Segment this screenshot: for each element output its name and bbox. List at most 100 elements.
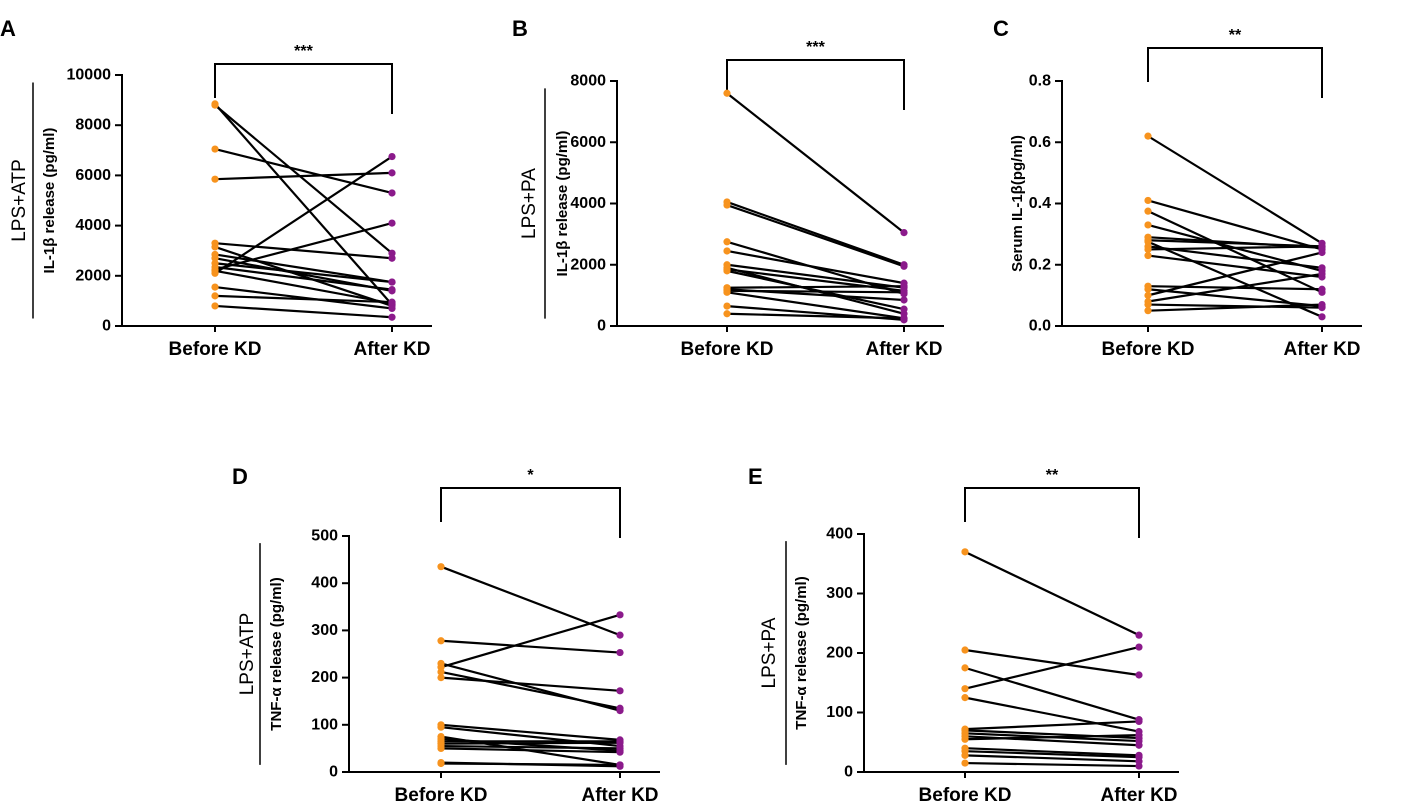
point-before — [1144, 251, 1152, 260]
y-tick-label: 0.2 — [1029, 256, 1051, 273]
panel-b: B 0 2000 4000 6000 8000 Before KD After KD LPS+P… — [512, 16, 944, 360]
point-after — [388, 254, 396, 262]
point-before — [1144, 196, 1152, 205]
y-tick-label: 0.8 — [1029, 73, 1051, 90]
point-after — [388, 286, 396, 294]
significance-bracket — [964, 487, 1140, 538]
point-before — [437, 744, 445, 753]
pair-line — [214, 304, 393, 319]
y-tick-label: 200 — [826, 645, 853, 662]
category-label-after: After KD — [353, 339, 430, 360]
point-after — [616, 704, 624, 712]
y-tick-label: 8000 — [570, 73, 606, 90]
point-after — [1135, 717, 1143, 726]
point-after — [900, 296, 908, 304]
point-before — [437, 637, 445, 645]
point-after — [1318, 313, 1326, 321]
point-after — [1135, 671, 1143, 679]
point-after — [900, 288, 908, 296]
point-after — [616, 687, 624, 695]
point-after — [1318, 300, 1326, 309]
point-after — [1135, 643, 1143, 651]
pair-line — [726, 92, 905, 234]
pair-line — [964, 750, 1140, 759]
pair-line — [1147, 135, 1323, 245]
panel-e: E 0 100 200 300 400 Before KD After KD LPS+PA TNF… — [748, 464, 1179, 804]
pair-line — [964, 720, 1140, 731]
point-before — [211, 100, 219, 108]
y-tick-label: 200 — [311, 669, 338, 686]
pair-line — [964, 761, 1140, 768]
y-tick-label: 8000 — [75, 117, 111, 134]
point-before — [1144, 300, 1152, 309]
y-tick-label: 0.0 — [1029, 318, 1051, 335]
point-after — [1135, 731, 1143, 739]
pair-line — [726, 249, 905, 285]
pair-line — [214, 294, 393, 304]
y-tick-label: 4000 — [75, 217, 111, 234]
point-before — [437, 563, 445, 571]
point-before — [961, 685, 969, 693]
pair-line — [214, 147, 393, 195]
point-before — [1144, 207, 1152, 215]
pair-line — [214, 245, 393, 307]
point-after — [616, 739, 624, 747]
panel-label: B — [512, 16, 528, 41]
pair-line — [964, 645, 1140, 690]
point-after — [1135, 741, 1143, 749]
pair-line — [726, 291, 905, 320]
pair-line — [726, 200, 905, 266]
pair-line — [726, 203, 905, 268]
point-after — [616, 631, 624, 639]
point-after — [900, 228, 908, 237]
y-axis-label: IL-1β release (pg/ml) — [41, 128, 58, 274]
pair-line — [1147, 245, 1323, 251]
y-tick-label: 4000 — [570, 195, 606, 212]
significance-bracket — [726, 59, 905, 110]
point-after — [388, 219, 396, 227]
category-label-after: After KD — [1100, 785, 1177, 804]
panel-label: A — [0, 16, 16, 41]
point-after — [616, 648, 624, 657]
pair-line — [214, 242, 393, 260]
significance-label: ** — [1046, 467, 1059, 484]
y-tick-label: 300 — [311, 622, 338, 639]
y-tick-label: 0 — [329, 764, 338, 781]
pair-line — [214, 265, 393, 291]
y-axis-label-main: LPS+PA — [519, 168, 540, 239]
pair-line — [440, 670, 621, 710]
point-before — [961, 735, 969, 743]
point-after — [1318, 242, 1326, 250]
point-before — [437, 674, 445, 682]
point-before — [211, 175, 219, 183]
pair-line — [440, 741, 621, 745]
point-before — [961, 694, 969, 702]
pair-line — [214, 269, 393, 305]
point-before — [437, 759, 445, 768]
pair-line — [440, 762, 621, 767]
point-before — [1144, 285, 1152, 293]
pair-line — [440, 747, 621, 754]
point-before — [961, 646, 969, 654]
pair-line — [964, 754, 1140, 763]
point-before — [1144, 307, 1152, 315]
y-tick-label: 2000 — [75, 267, 111, 284]
pair-line — [214, 222, 393, 271]
y-tick-label: 500 — [311, 528, 338, 545]
y-axis-label: TNF-α release (pg/ml) — [268, 577, 285, 730]
point-before — [211, 292, 219, 300]
point-after — [1135, 762, 1143, 770]
point-before — [723, 89, 731, 97]
pair-line — [214, 171, 393, 181]
pair-line — [964, 648, 1140, 677]
pair-line — [1147, 239, 1323, 248]
point-before — [723, 310, 731, 318]
y-axis-label: TNF-α release (pg/ml) — [793, 576, 810, 729]
y-tick-label: 400 — [311, 575, 338, 592]
pair-line — [964, 550, 1140, 637]
point-after — [1318, 270, 1326, 278]
point-before — [723, 302, 731, 310]
pair-line — [726, 312, 905, 320]
y-axis-label-main: LPS+PA — [759, 617, 780, 688]
point-after — [900, 305, 908, 313]
